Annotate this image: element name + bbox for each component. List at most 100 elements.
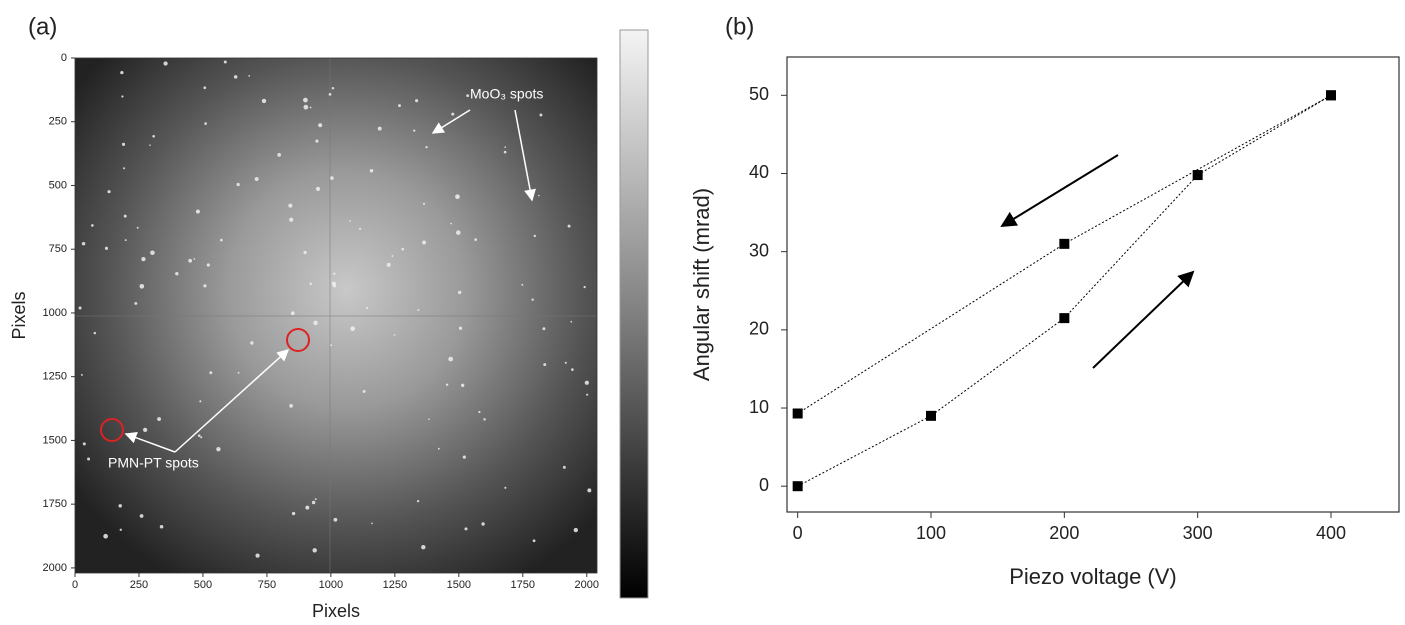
y-tick-label: 1750	[43, 498, 67, 510]
spot	[139, 514, 144, 518]
y-tick-label: 2000	[43, 562, 67, 574]
spot	[152, 134, 155, 138]
spot	[333, 272, 336, 275]
spot	[474, 238, 478, 241]
spot	[464, 527, 468, 531]
spot	[567, 224, 571, 228]
spot	[415, 99, 419, 103]
spot	[573, 527, 578, 533]
spot	[255, 553, 260, 558]
spots	[78, 60, 592, 558]
panel-label: (a)	[28, 13, 57, 40]
spot	[328, 92, 332, 96]
data-point	[1326, 90, 1336, 101]
spot	[481, 522, 485, 526]
spot	[425, 146, 428, 149]
x-tick-label: 300	[1183, 523, 1213, 543]
spot	[157, 417, 161, 421]
spot	[120, 70, 124, 75]
annotation: MoO₃ spots	[470, 86, 543, 102]
spot	[254, 177, 259, 182]
spot	[531, 298, 534, 301]
spot	[204, 122, 207, 125]
arrow	[174, 348, 290, 453]
spot	[350, 326, 355, 331]
spot	[90, 224, 94, 227]
spot	[333, 517, 338, 522]
spot	[331, 87, 335, 90]
spot	[315, 139, 319, 143]
spot	[291, 511, 296, 516]
y-tick-label: 1000	[43, 307, 67, 319]
x-tick-label: 500	[194, 579, 212, 591]
spot	[311, 500, 316, 505]
colorbar	[619, 29, 649, 599]
spot	[104, 246, 109, 250]
spot	[124, 239, 127, 242]
spot	[175, 272, 179, 276]
x-tick-label: 400	[1316, 523, 1346, 543]
spot	[330, 176, 334, 180]
spot	[309, 282, 312, 286]
y-axis-label: Pixels	[9, 291, 29, 339]
spot	[309, 106, 312, 109]
spot	[445, 383, 449, 387]
spot	[422, 240, 427, 245]
arrow	[124, 431, 176, 453]
spot	[451, 112, 455, 116]
y-tick-label: 1500	[43, 434, 67, 446]
spot	[571, 368, 574, 371]
data-point	[1059, 238, 1070, 249]
spot	[188, 258, 193, 263]
spot	[332, 284, 337, 288]
spot	[203, 284, 207, 288]
spot	[312, 548, 317, 553]
spot	[483, 418, 486, 421]
spot	[289, 404, 293, 408]
spot	[134, 301, 138, 305]
spot	[313, 320, 318, 326]
spot	[504, 486, 507, 489]
spot	[288, 203, 293, 208]
spot	[87, 457, 91, 461]
spot	[121, 95, 124, 98]
y-tick-label: 40	[749, 162, 769, 182]
x-tick-label: 0	[793, 523, 803, 543]
spot	[359, 227, 362, 230]
y-tick-label: 1250	[43, 371, 67, 383]
spot	[103, 533, 108, 539]
spot	[261, 98, 267, 104]
spot	[457, 290, 462, 295]
spot	[349, 220, 352, 222]
arrow	[431, 109, 471, 134]
marker-circle	[286, 328, 310, 352]
spot	[315, 186, 321, 191]
y-tick-label: 750	[49, 243, 67, 255]
spot	[393, 333, 396, 336]
spot	[216, 446, 221, 452]
y-tick-label: 500	[49, 179, 67, 191]
data-point	[1192, 170, 1203, 181]
spot	[377, 126, 382, 131]
spot	[455, 194, 460, 200]
spot	[583, 285, 586, 289]
spot	[371, 522, 373, 525]
spot	[233, 75, 238, 79]
x-tick-label: 0	[72, 579, 78, 591]
spot	[532, 539, 536, 543]
spot	[303, 97, 308, 103]
spot	[200, 436, 203, 439]
spot	[142, 427, 148, 433]
spot	[478, 410, 481, 414]
spot	[503, 150, 507, 154]
y-tick-label: 30	[749, 240, 769, 260]
spot	[538, 194, 540, 197]
y-tick-label: 0	[759, 475, 769, 495]
spot	[401, 247, 405, 251]
data-point	[792, 408, 803, 419]
spot	[460, 383, 465, 388]
spot	[584, 380, 589, 385]
spot	[206, 263, 210, 267]
spot	[236, 182, 240, 187]
spot	[149, 144, 151, 146]
